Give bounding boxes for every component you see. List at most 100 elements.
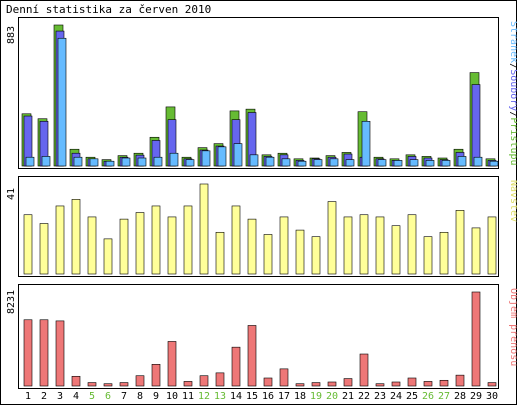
bar-volume-19 [311, 382, 321, 387]
panel-frame-2 [18, 176, 499, 277]
bar-visits-10 [167, 216, 177, 275]
bar-pages-10 [169, 152, 179, 167]
bar-volume-23 [375, 383, 385, 387]
bar-pages-28 [457, 156, 467, 167]
bar-volume-12 [199, 375, 209, 387]
bar-pages-30 [489, 160, 499, 167]
day-label-30: 30 [486, 391, 498, 402]
day-label-13: 13 [214, 391, 226, 402]
day-label-7: 7 [121, 391, 127, 402]
day-label-16: 16 [262, 391, 274, 402]
legend-entry-2-1: Návštěv [508, 180, 517, 222]
bar-volume-2 [39, 319, 49, 387]
day-label-4: 4 [73, 391, 79, 402]
bar-pages-22 [361, 120, 371, 167]
chart-title: Denní statistika za červen 2010 [6, 3, 211, 16]
bar-pages-9 [153, 156, 163, 167]
bar-pages-5 [89, 158, 99, 167]
bar-visits-7 [119, 218, 129, 275]
bar-pages-20 [329, 158, 339, 167]
bar-files-29 [471, 84, 481, 167]
day-label-23: 23 [374, 391, 386, 402]
bar-pages-2 [41, 156, 51, 167]
ymax-label-2: 41 [6, 188, 17, 200]
bar-volume-5 [87, 382, 97, 387]
bar-volume-9 [151, 364, 161, 387]
bar-pages-13 [217, 146, 227, 167]
bar-volume-13 [215, 372, 225, 387]
bar-visits-6 [103, 238, 113, 275]
legend-entry-1-3: Soubory [508, 69, 517, 111]
day-label-10: 10 [166, 391, 178, 402]
bar-visits-9 [151, 205, 161, 275]
bar-visits-1 [23, 214, 33, 275]
bar-visits-16 [263, 234, 273, 275]
bar-visits-26 [423, 236, 433, 275]
bar-visits-12 [199, 183, 209, 275]
bar-pages-14 [233, 143, 243, 167]
bar-volume-16 [263, 377, 273, 387]
day-label-27: 27 [438, 391, 450, 402]
bar-visits-19 [311, 236, 321, 275]
bar-volume-20 [327, 381, 337, 387]
panel-frame-1 [18, 17, 499, 169]
bar-visits-4 [71, 199, 81, 275]
bar-volume-21 [343, 378, 353, 387]
ymax-label-3: 8231 [6, 290, 17, 314]
bar-volume-22 [359, 353, 369, 387]
bar-pages-7 [121, 157, 131, 167]
day-label-14: 14 [230, 391, 242, 402]
day-label-29: 29 [470, 391, 482, 402]
bar-pages-23 [377, 159, 387, 167]
day-label-22: 22 [358, 391, 370, 402]
bar-visits-18 [295, 229, 305, 275]
day-label-5: 5 [89, 391, 95, 402]
bar-visits-27 [439, 231, 449, 275]
bar-visits-21 [343, 216, 353, 275]
legend-entry-3-1: Objem přenosu [508, 288, 517, 366]
legend-2: Návštěv [508, 180, 517, 222]
bar-volume-6 [103, 383, 113, 387]
day-label-18: 18 [294, 391, 306, 402]
bar-visits-15 [247, 218, 257, 275]
bar-pages-16 [265, 156, 275, 167]
bar-pages-24 [393, 160, 403, 167]
bar-visits-11 [183, 205, 193, 275]
bar-pages-21 [345, 159, 355, 167]
day-label-12: 12 [198, 391, 210, 402]
day-label-21: 21 [342, 391, 354, 402]
day-label-8: 8 [137, 391, 143, 402]
bar-visits-30 [487, 216, 497, 275]
bar-volume-4 [71, 375, 81, 387]
legend-entry-1-1: Stránek [508, 21, 517, 63]
bar-volume-14 [231, 346, 241, 387]
day-label-2: 2 [41, 391, 47, 402]
bar-pages-27 [441, 160, 451, 167]
bar-volume-7 [119, 382, 129, 387]
bar-pages-1 [25, 156, 35, 167]
bar-volume-17 [279, 368, 289, 387]
bar-pages-12 [201, 150, 211, 167]
bar-visits-5 [87, 216, 97, 275]
day-label-1: 1 [25, 391, 31, 402]
bar-pages-29 [473, 156, 483, 167]
bar-pages-3 [57, 37, 67, 167]
bar-volume-18 [295, 383, 305, 387]
bar-pages-15 [249, 154, 259, 167]
bar-visits-23 [375, 216, 385, 275]
bar-visits-14 [231, 205, 241, 275]
bar-pages-26 [425, 160, 435, 167]
ymax-label-1: 883 [6, 26, 17, 44]
bar-visits-8 [135, 212, 145, 275]
bar-volume-24 [391, 381, 401, 387]
legend-1: Stránek/Soubory/Přístupů [508, 21, 517, 166]
panel-frame-3 [18, 284, 499, 389]
day-label-24: 24 [390, 391, 402, 402]
legend-3: Objem přenosu [508, 288, 517, 366]
bar-pages-17 [281, 158, 291, 167]
bar-volume-15 [247, 325, 257, 387]
day-label-17: 17 [278, 391, 290, 402]
bar-visits-25 [407, 214, 417, 275]
